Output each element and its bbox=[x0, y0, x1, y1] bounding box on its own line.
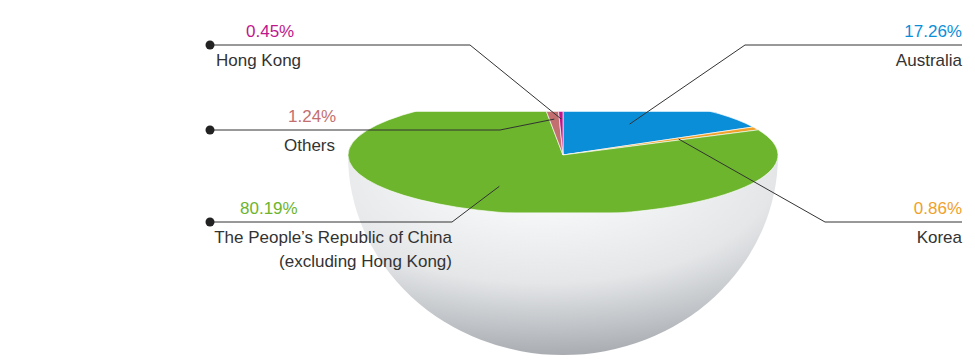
svg-text:Hong Kong: Hong Kong bbox=[216, 51, 301, 70]
svg-text:0.45%: 0.45% bbox=[246, 22, 294, 41]
svg-text:Others: Others bbox=[284, 136, 335, 155]
svg-text:0.86%: 0.86% bbox=[914, 199, 962, 218]
svg-text:The People’s Republic of China: The People’s Republic of China bbox=[214, 228, 452, 247]
svg-text:(excluding Hong Kong): (excluding Hong Kong) bbox=[279, 252, 452, 271]
svg-text:Korea: Korea bbox=[917, 228, 963, 247]
svg-text:17.26%: 17.26% bbox=[904, 22, 962, 41]
svg-text:Australia: Australia bbox=[896, 51, 963, 70]
svg-text:1.24%: 1.24% bbox=[288, 107, 336, 126]
svg-text:80.19%: 80.19% bbox=[240, 199, 298, 218]
